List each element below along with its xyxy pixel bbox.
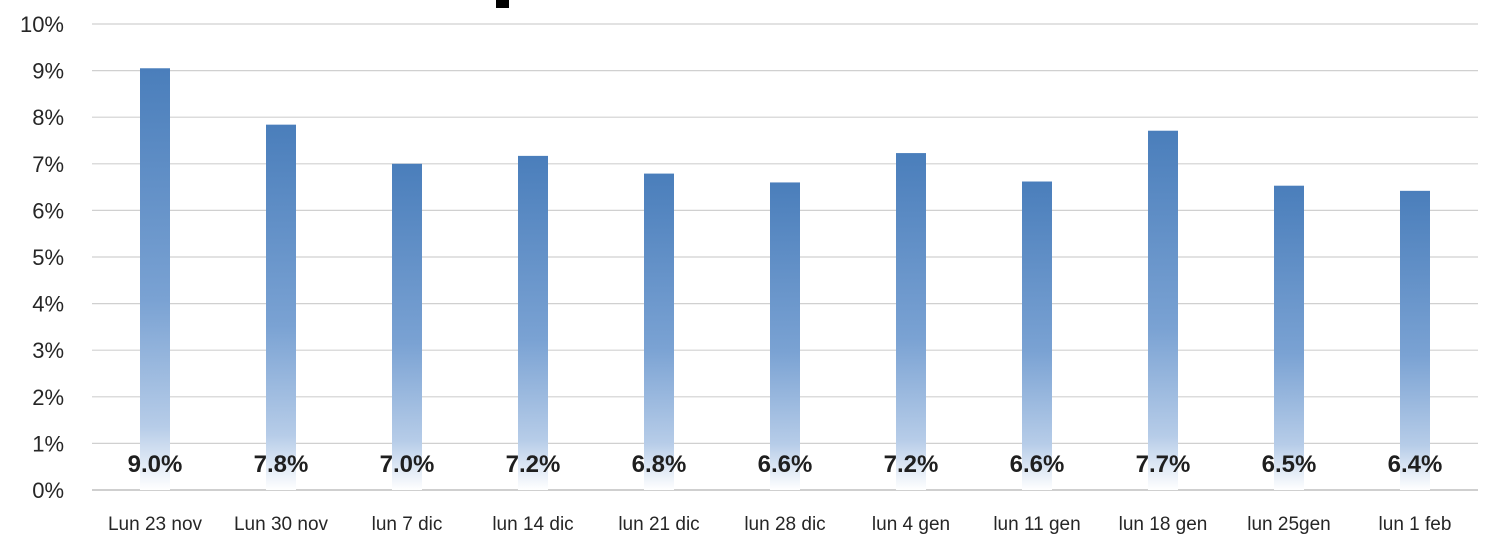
bar	[392, 163, 422, 491]
y-tick-label: 4%	[32, 292, 64, 317]
bar	[140, 68, 170, 491]
x-axis-ticks: Lun 23 nov Lun 30 nov lun 7 dic lun 14 dic l…	[108, 514, 1451, 535]
data-label: 6.6%	[1010, 451, 1065, 478]
y-tick-label: 6%	[32, 198, 64, 223]
data-label: 6.4%	[1388, 451, 1443, 478]
x-tick-label: lun 18 gen	[1119, 514, 1208, 535]
x-tick-label: lun 4 gen	[872, 514, 950, 535]
bar	[896, 153, 926, 490]
y-tick-label: 8%	[32, 105, 64, 130]
x-tick-label: lun 28 dic	[744, 514, 825, 535]
x-tick-label: lun 25gen	[1247, 514, 1330, 535]
data-label: 7.2%	[506, 451, 561, 478]
title-fragment	[496, 0, 509, 8]
bar	[1400, 190, 1430, 490]
y-tick-label: 7%	[32, 152, 64, 177]
bar	[518, 155, 548, 491]
y-tick-label: 3%	[32, 338, 64, 363]
bars	[140, 68, 1430, 491]
data-label: 7.7%	[1136, 451, 1191, 478]
data-label: 6.8%	[632, 451, 687, 478]
data-label: 7.0%	[380, 451, 435, 478]
data-label: 7.2%	[884, 451, 939, 478]
x-tick-label: Lun 23 nov	[108, 514, 203, 535]
bar	[1022, 181, 1052, 490]
y-tick-label: 5%	[32, 245, 64, 270]
data-label: 7.8%	[254, 451, 309, 478]
data-labels: 9.0% 7.8% 7.0% 7.2% 6.8% 6.6% 7.2% 6.6% 7.7% 6.5%…	[128, 451, 1443, 478]
y-tick-label: 0%	[32, 478, 64, 503]
x-tick-label: lun 7 dic	[372, 514, 443, 535]
bar	[266, 124, 296, 490]
bar	[1148, 130, 1178, 491]
bar	[770, 182, 800, 490]
data-label: 6.5%	[1262, 451, 1317, 478]
data-label: 9.0%	[128, 451, 183, 478]
x-tick-label: lun 11 gen	[993, 514, 1080, 535]
y-tick-label: 9%	[32, 59, 64, 84]
y-tick-label: 10%	[20, 12, 64, 37]
x-tick-label: lun 14 dic	[492, 514, 573, 535]
y-tick-label: 1%	[32, 431, 64, 456]
bar	[1274, 185, 1304, 490]
x-tick-label: lun 21 dic	[618, 514, 699, 535]
y-tick-label: 2%	[32, 385, 64, 410]
x-tick-label: lun 1 feb	[1379, 514, 1452, 535]
x-tick-label: Lun 30 nov	[234, 514, 329, 535]
y-axis-ticks: 0% 1% 2% 3% 4% 5% 6% 7% 8% 9% 10%	[20, 12, 64, 503]
bar	[644, 173, 674, 490]
data-label: 6.6%	[758, 451, 813, 478]
